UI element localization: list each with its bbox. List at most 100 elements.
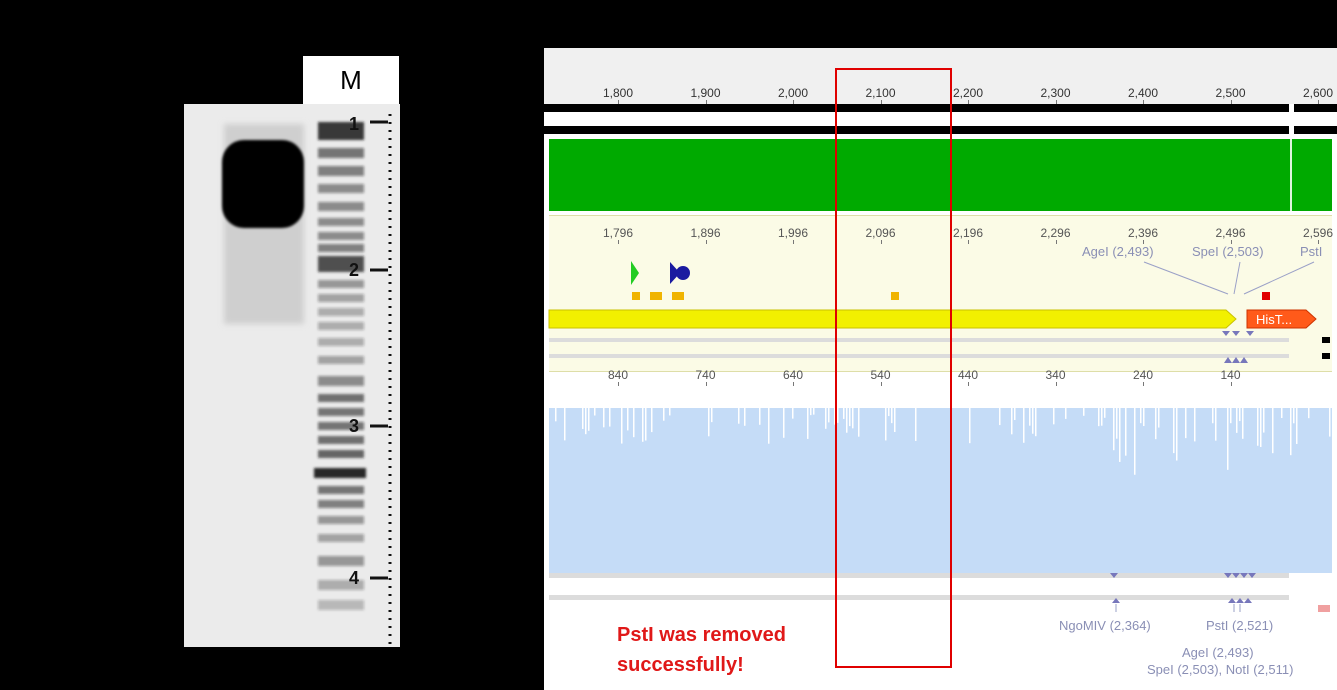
coverage-gap	[1281, 408, 1283, 419]
ruler-tick-mark	[793, 382, 794, 386]
top-ruler-tick-label: 2,600	[1302, 86, 1334, 100]
enzyme-label-psti[interactable]: PstI	[1300, 244, 1323, 259]
enzyme-label-spei-noti[interactable]: SpeI (2,503), NotI (2,511)	[1147, 662, 1294, 677]
ruler-tick-mark	[968, 240, 969, 244]
ruler-tick-mark	[880, 100, 882, 105]
coverage-gap	[1194, 408, 1196, 442]
coverage-gap	[1236, 408, 1238, 433]
ruler-tick-mark	[705, 382, 707, 386]
coverage-gap	[1065, 408, 1067, 419]
rev-ruler-tick-label: 540	[870, 368, 891, 382]
coverage-gap	[825, 408, 827, 429]
ruler-tick-mark	[1143, 240, 1144, 244]
coverage-gap	[645, 408, 647, 441]
mid-ruler-tick-label: 2,096	[865, 226, 896, 240]
coverage-gap	[555, 408, 557, 422]
result-note: PstI was removed successfully!	[617, 620, 786, 680]
coverage-gap	[888, 408, 890, 417]
annotation-graphics	[548, 261, 1330, 363]
ruler-tick-mark	[618, 382, 619, 386]
gel-image: 1 2 3 4	[184, 104, 400, 647]
psti-site-highlight-box	[835, 68, 952, 668]
coverage-gap	[969, 408, 971, 444]
coverage-gap	[915, 408, 917, 441]
coverage-gap	[1140, 408, 1142, 424]
mid-ruler-tick-label: 2,296	[1040, 226, 1071, 240]
result-note-line-1: PstI was removed	[617, 624, 786, 646]
enzyme-label-psti-bottom[interactable]: PstI (2,521)	[1206, 618, 1274, 633]
coverage-gap	[1053, 408, 1055, 425]
ruler-tick-mark	[618, 100, 619, 105]
coverage-gap	[1272, 408, 1274, 454]
coverage-gap	[768, 408, 770, 444]
coverage-gap	[783, 408, 785, 438]
ruler-tick-mark	[1230, 240, 1232, 244]
coverage-gap	[642, 408, 644, 442]
result-note-line-2: successfully!	[617, 654, 744, 676]
coverage-gap	[1134, 408, 1136, 475]
coverage-gap	[1119, 408, 1121, 462]
coverage-gap	[663, 408, 665, 421]
coverage-gap	[1032, 408, 1034, 434]
ladder-mark-2: 2	[349, 260, 359, 280]
top-ruler-tick-label: 2,100	[865, 86, 896, 100]
ruler-tick-mark	[1318, 240, 1319, 244]
ruler-tick-mark	[1055, 240, 1057, 244]
coverage-gap	[1185, 408, 1187, 439]
mid-ruler-tick-label: 2,396	[1127, 226, 1159, 240]
coverage-gap	[669, 408, 671, 416]
mid-ruler-tick-label: 2,596	[1302, 226, 1334, 240]
coverage-gap	[1125, 408, 1127, 456]
coverage-track-green	[549, 139, 1332, 211]
rev-ruler-tick-label: 140	[1220, 368, 1241, 382]
coverage-histogram	[549, 408, 1332, 573]
coverage-gap	[1308, 408, 1310, 419]
sequence-viewer: 1,800 1,900 2,000 2,100 2,200 2,300 2,400 2,500…	[544, 48, 1337, 690]
coverage-gap	[846, 408, 848, 433]
ruler-tick-mark	[793, 100, 794, 105]
ruler-tick-mark	[968, 100, 969, 105]
coverage-gap	[651, 408, 653, 433]
ladder-mark-4: 4	[349, 568, 359, 588]
coverage-gap	[1143, 408, 1145, 427]
ruler-tick-mark	[968, 382, 969, 386]
ruler-tick-mark	[1230, 100, 1232, 105]
coverage-gap	[759, 408, 761, 425]
coverage-gap	[582, 408, 584, 429]
enzyme-label-agei-bottom[interactable]: AgeI (2,493)	[1182, 645, 1254, 660]
coverage-gap	[609, 408, 611, 427]
coverage-gap	[858, 408, 860, 437]
ruler-tick-mark	[880, 240, 882, 244]
coverage-gap	[1239, 408, 1241, 422]
coverage-gap	[1023, 408, 1025, 443]
histag-feature	[1246, 309, 1317, 329]
coverage-gap	[1230, 408, 1232, 424]
enzyme-label-spei[interactable]: SpeI (2,503)	[1192, 244, 1264, 259]
ruler-tick-mark	[880, 382, 882, 386]
enzyme-label-agei[interactable]: AgeI (2,493)	[1082, 244, 1154, 259]
coverage-gap	[1296, 408, 1298, 444]
histag-label[interactable]: HisT...	[1256, 312, 1293, 327]
coverage-gap	[594, 408, 596, 416]
coverage-gap	[1158, 408, 1160, 428]
ruler-tick-mark	[1143, 100, 1144, 105]
coverage-gap	[852, 408, 854, 429]
sequence-track-second	[544, 126, 1289, 134]
coverage-gap	[849, 408, 851, 427]
coverage-gap	[1155, 408, 1157, 440]
coverage-fill	[549, 408, 1332, 573]
ruler-tick-mark	[705, 100, 707, 105]
mid-ruler-tick-label: 1,896	[690, 226, 721, 240]
rev-ruler-tick-label: 840	[607, 368, 629, 382]
coverage-gap	[564, 408, 566, 441]
coverage-gap	[627, 408, 629, 431]
ruler-tick-mark	[1055, 100, 1057, 105]
top-ruler	[544, 48, 1337, 104]
top-ruler-tick-label: 2,200	[952, 86, 984, 100]
ladder-mark-3: 3	[349, 416, 359, 436]
coverage-gap	[837, 408, 839, 423]
enzyme-label-ngomiv[interactable]: NgoMIV (2,364)	[1059, 618, 1151, 633]
coverage-gap	[843, 408, 845, 419]
coverage-gap	[738, 408, 740, 424]
coverage-gap	[792, 408, 794, 419]
